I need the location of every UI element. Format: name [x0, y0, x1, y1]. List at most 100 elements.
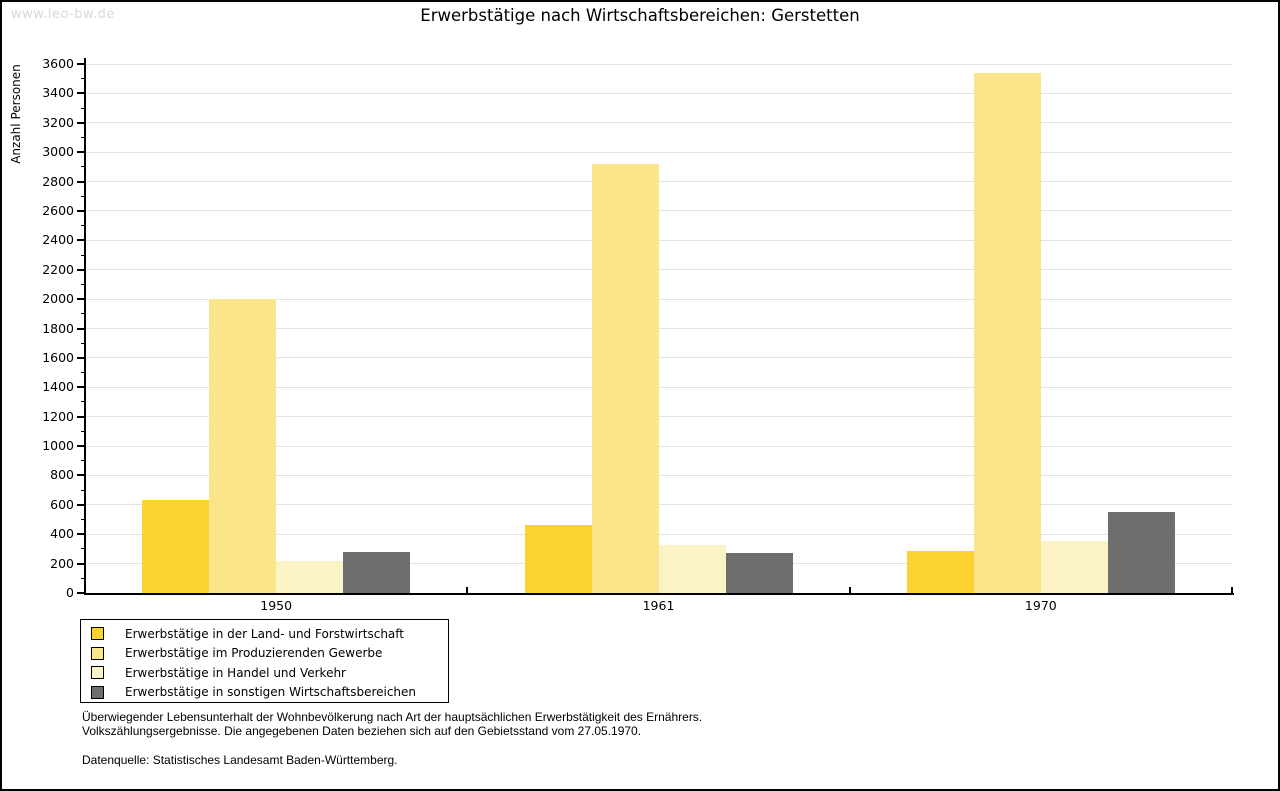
y-tick — [77, 209, 85, 212]
y-minor-tick — [81, 166, 85, 168]
legend-item: Erwerbstätige in sonstigen Wirtschaftsbe… — [81, 683, 448, 703]
y-tick-label: 0 — [66, 585, 74, 600]
bar-1950-s1 — [142, 500, 210, 593]
y-minor-tick — [81, 195, 85, 197]
bar-1950-s2 — [209, 299, 277, 593]
footnote-line: Überwiegender Lebensunterhalt der Wohnbe… — [82, 710, 703, 724]
y-tick — [77, 327, 85, 330]
y-tick — [77, 592, 85, 594]
y-tick-label: 1400 — [42, 379, 74, 395]
x-divider-tick — [466, 587, 469, 593]
y-tick-label: 3000 — [42, 144, 74, 160]
legend-item: Erwerbstätige in Handel und Verkehr — [81, 663, 448, 683]
y-tick-label: 2800 — [42, 173, 74, 189]
y-tick — [77, 268, 85, 271]
legend-color-swatch — [91, 627, 104, 641]
gridline — [86, 210, 1232, 212]
y-tick-label: 1600 — [42, 349, 74, 365]
y-tick — [77, 63, 85, 65]
legend-color-swatch — [91, 685, 104, 699]
legend-label: Erwerbstätige in sonstigen Wirtschaftsbe… — [125, 685, 417, 700]
y-tick — [77, 298, 85, 301]
y-tick-label: 3200 — [42, 114, 74, 130]
y-tick — [77, 474, 85, 477]
gridline — [86, 122, 1232, 124]
y-tick — [77, 415, 85, 418]
x-tick-label: 1961 — [642, 598, 675, 613]
bar-1961-s4 — [725, 553, 793, 593]
legend-color-swatch — [91, 666, 104, 680]
y-minor-tick — [81, 313, 85, 315]
page-title: Erwerbstätige nach Wirtschaftsbereichen:… — [420, 6, 860, 25]
legend: Erwerbstätige in der Land- und Forstwirt… — [80, 619, 449, 703]
legend-color-swatch — [91, 646, 104, 660]
y-tick-label: 1800 — [42, 320, 74, 336]
y-tick — [77, 356, 85, 359]
y-tick-label: 2000 — [42, 291, 74, 307]
footnote-line: Volkszählungsergebnisse. Die angegebenen… — [82, 723, 642, 738]
y-tick — [77, 151, 85, 154]
y-minor-tick — [81, 489, 85, 491]
y-tick — [77, 533, 85, 536]
x-divider-tick — [1231, 587, 1233, 593]
y-minor-tick — [81, 107, 85, 109]
y-minor-tick — [81, 548, 85, 550]
x-tick-label: 1950 — [260, 598, 293, 613]
gridline — [86, 533, 1232, 535]
y-axis-line — [84, 58, 86, 595]
y-minor-tick — [81, 342, 85, 344]
y-tick-label: 2400 — [42, 232, 74, 248]
y-tick — [77, 121, 85, 124]
gridline — [86, 269, 1232, 271]
gridline — [86, 92, 1232, 94]
y-minor-tick — [81, 401, 85, 403]
gridline — [86, 474, 1232, 476]
y-tick-label: 400 — [50, 526, 74, 542]
legend-label: Erwerbstätige in der Land- und Forstwirt… — [125, 626, 404, 641]
y-tick — [77, 180, 85, 183]
gridline — [86, 181, 1232, 183]
y-tick-label: 3400 — [42, 85, 74, 101]
y-tick — [77, 239, 85, 242]
gridline — [86, 416, 1232, 418]
bar-1970-s4 — [1107, 512, 1175, 593]
y-tick-label: 600 — [50, 496, 74, 512]
y-tick-label: 800 — [50, 467, 74, 483]
watermark: www.leo-bw.de — [11, 7, 115, 22]
footnotes: Überwiegender Lebensunterhalt der Wohnbe… — [82, 710, 703, 767]
y-minor-tick — [81, 577, 85, 579]
y-minor-tick — [81, 283, 85, 285]
bar-1961-s1 — [524, 525, 592, 593]
gridline — [86, 151, 1232, 153]
y-tick — [77, 92, 85, 95]
gridline — [86, 298, 1232, 300]
y-tick — [77, 445, 85, 448]
y-minor-tick — [81, 136, 85, 138]
gridline — [86, 63, 1232, 65]
gridline — [86, 445, 1232, 447]
gridline — [86, 386, 1232, 388]
x-divider-tick — [848, 587, 851, 593]
y-tick-label: 2600 — [42, 202, 74, 218]
y-tick-label: 200 — [50, 555, 74, 571]
gridline — [86, 328, 1232, 329]
x-tick-label: 1970 — [1024, 598, 1057, 613]
y-minor-tick — [81, 225, 85, 227]
y-tick — [77, 503, 85, 506]
gridline — [86, 357, 1232, 359]
legend-label: Erwerbstätige in Handel und Verkehr — [125, 665, 346, 680]
bar-1970-s1 — [906, 551, 974, 593]
legend-item: Erwerbstätige im Produzierenden Gewerbe — [81, 644, 448, 664]
y-minor-tick — [81, 430, 85, 432]
y-tick — [77, 562, 85, 565]
y-minor-tick — [81, 78, 85, 80]
bar-1950-s4 — [343, 551, 411, 593]
bar-1961-s3 — [658, 544, 726, 593]
y-tick-label: 1000 — [42, 438, 74, 454]
bar-1970-s3 — [1040, 540, 1108, 593]
legend-label: Erwerbstätige im Produzierenden Gewerbe — [125, 646, 383, 661]
y-minor-tick — [81, 372, 85, 374]
bar-1961-s2 — [591, 163, 659, 593]
